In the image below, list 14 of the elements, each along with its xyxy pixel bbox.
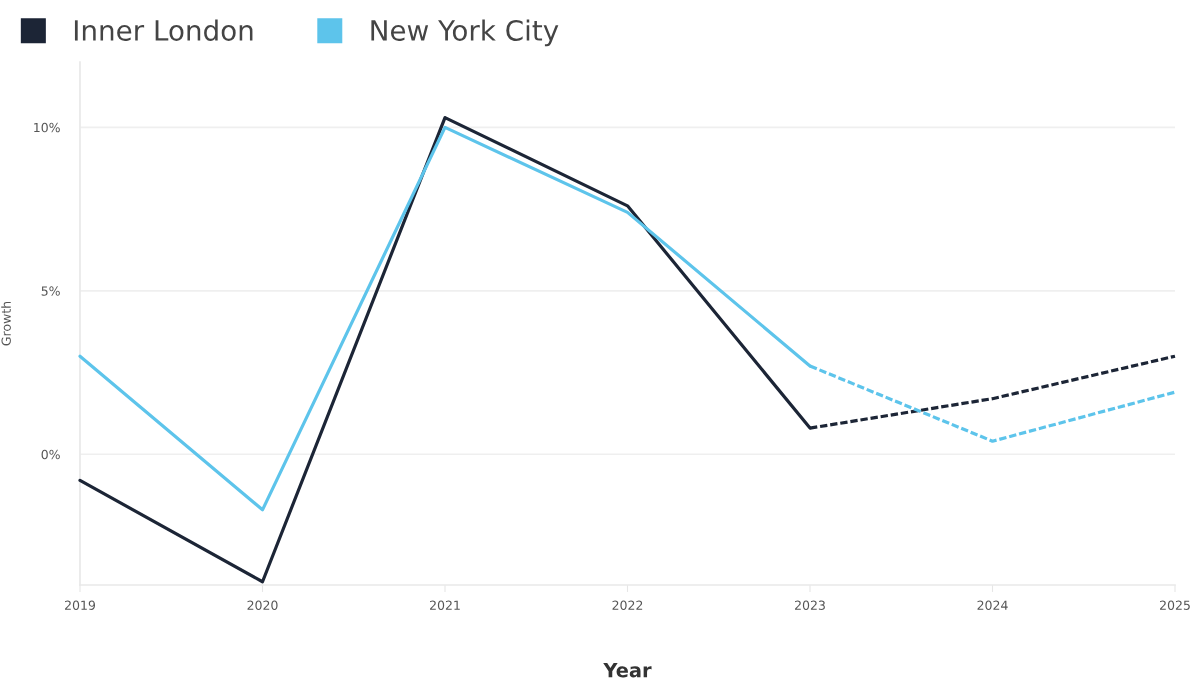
- y-tick-label: 5%: [41, 286, 60, 296]
- x-tick-label: 2021: [430, 600, 460, 610]
- x-tick-label: 2022: [612, 600, 643, 610]
- y-tick-label: 0%: [41, 449, 60, 460]
- x-tick-label: 2024: [977, 600, 1008, 610]
- y-tick-label: 10%: [34, 122, 60, 133]
- x-tick-label: 2019: [65, 600, 96, 610]
- legend-label: Inner London: [74, 19, 253, 41]
- x-tick-label: 2023: [795, 600, 825, 610]
- x-tick-label: 2020: [247, 600, 278, 610]
- y-axis-title: Growth: [1, 301, 11, 346]
- x-tick-label: 2025: [1160, 600, 1190, 610]
- x-axis-title: Year: [603, 662, 652, 678]
- legend-label: New York City: [371, 19, 559, 47]
